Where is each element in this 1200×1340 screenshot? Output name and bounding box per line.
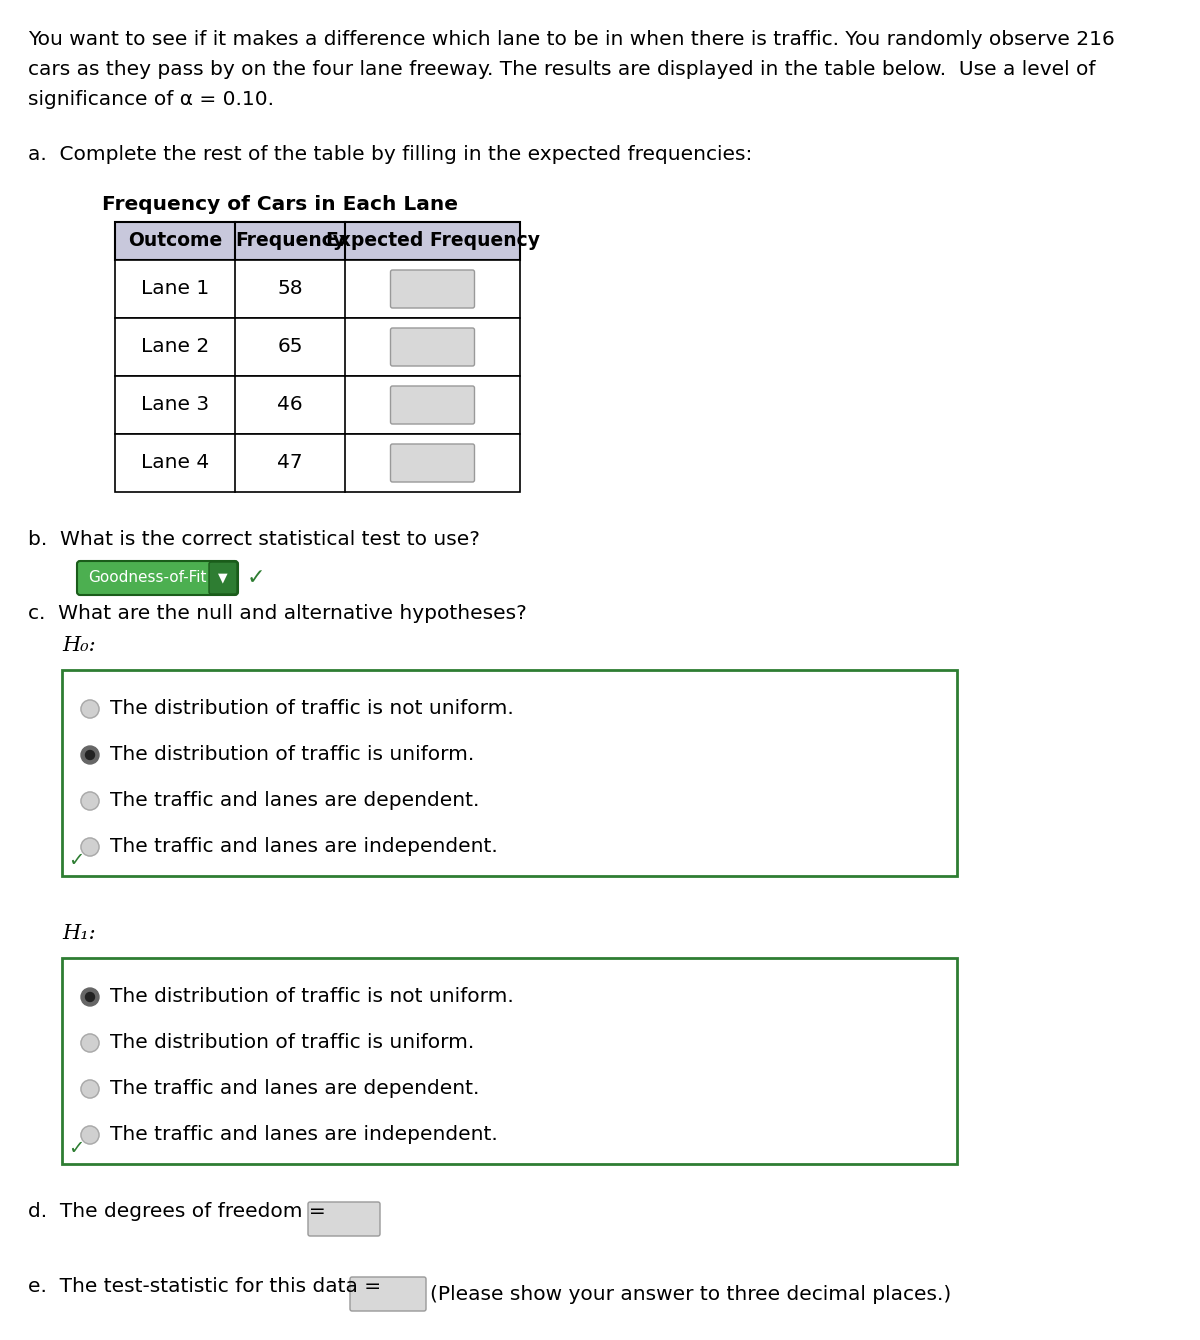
Circle shape (82, 1034, 98, 1052)
Circle shape (85, 750, 95, 760)
Text: Expected Frequency: Expected Frequency (325, 232, 540, 251)
Text: The traffic and lanes are independent.: The traffic and lanes are independent. (110, 838, 498, 856)
Bar (62, 670, 958, 876)
Text: d.  The degrees of freedom =: d. The degrees of freedom = (28, 1202, 325, 1221)
Text: The distribution of traffic is not uniform.: The distribution of traffic is not unifo… (110, 988, 514, 1006)
Bar (115, 434, 520, 492)
FancyBboxPatch shape (390, 328, 474, 366)
Bar (115, 318, 520, 377)
FancyBboxPatch shape (77, 561, 238, 595)
Text: Frequency: Frequency (235, 232, 346, 251)
Text: (Please show your answer to three decimal places.): (Please show your answer to three decima… (430, 1285, 952, 1304)
Text: Outcome: Outcome (128, 232, 222, 251)
Text: significance of α = 0.10.: significance of α = 0.10. (28, 90, 274, 109)
Text: ▼: ▼ (218, 571, 228, 584)
Text: ✓: ✓ (68, 1139, 84, 1158)
Text: 65: 65 (277, 338, 302, 356)
Circle shape (82, 1080, 98, 1097)
FancyBboxPatch shape (390, 444, 474, 482)
Text: Lane 3: Lane 3 (140, 395, 209, 414)
Text: ✓: ✓ (247, 568, 265, 588)
Bar (115, 222, 520, 260)
Circle shape (85, 993, 95, 1001)
FancyBboxPatch shape (209, 561, 238, 594)
Text: 47: 47 (277, 453, 302, 473)
Text: Lane 2: Lane 2 (140, 338, 209, 356)
Circle shape (82, 838, 98, 856)
Text: a.  Complete the rest of the table by filling in the expected frequencies:: a. Complete the rest of the table by fil… (28, 145, 752, 163)
Text: Frequency of Cars in Each Lane: Frequency of Cars in Each Lane (102, 196, 458, 214)
Text: The traffic and lanes are dependent.: The traffic and lanes are dependent. (110, 1080, 479, 1099)
Text: The distribution of traffic is uniform.: The distribution of traffic is uniform. (110, 1033, 474, 1052)
Text: Lane 1: Lane 1 (140, 280, 209, 299)
Bar (115, 377, 520, 434)
Bar (62, 958, 958, 1164)
Text: H₁:: H₁: (62, 925, 96, 943)
Text: 46: 46 (277, 395, 302, 414)
Text: Goodness-of-Fit: Goodness-of-Fit (88, 571, 206, 586)
Text: You want to see if it makes a difference which lane to be in when there is traff: You want to see if it makes a difference… (28, 29, 1115, 50)
Text: The traffic and lanes are dependent.: The traffic and lanes are dependent. (110, 792, 479, 811)
FancyBboxPatch shape (308, 1202, 380, 1235)
Text: Lane 4: Lane 4 (140, 453, 209, 473)
FancyBboxPatch shape (350, 1277, 426, 1311)
Text: cars as they pass by on the four lane freeway. The results are displayed in the : cars as they pass by on the four lane fr… (28, 60, 1096, 79)
Circle shape (82, 746, 98, 764)
Text: e.  The test-statistic for this data =: e. The test-statistic for this data = (28, 1277, 382, 1296)
Bar (115, 260, 520, 318)
Text: c.  What are the null and alternative hypotheses?: c. What are the null and alternative hyp… (28, 604, 527, 623)
Circle shape (82, 792, 98, 809)
Text: The distribution of traffic is uniform.: The distribution of traffic is uniform. (110, 745, 474, 765)
Circle shape (82, 988, 98, 1006)
Text: The traffic and lanes are independent.: The traffic and lanes are independent. (110, 1126, 498, 1144)
Text: 58: 58 (277, 280, 302, 299)
FancyBboxPatch shape (390, 386, 474, 423)
Text: H₀:: H₀: (62, 636, 96, 655)
Text: b.  What is the correct statistical test to use?: b. What is the correct statistical test … (28, 531, 480, 549)
Text: ✓: ✓ (68, 851, 84, 870)
FancyBboxPatch shape (390, 269, 474, 308)
Circle shape (82, 699, 98, 718)
Text: The distribution of traffic is not uniform.: The distribution of traffic is not unifo… (110, 699, 514, 718)
Circle shape (82, 1126, 98, 1144)
